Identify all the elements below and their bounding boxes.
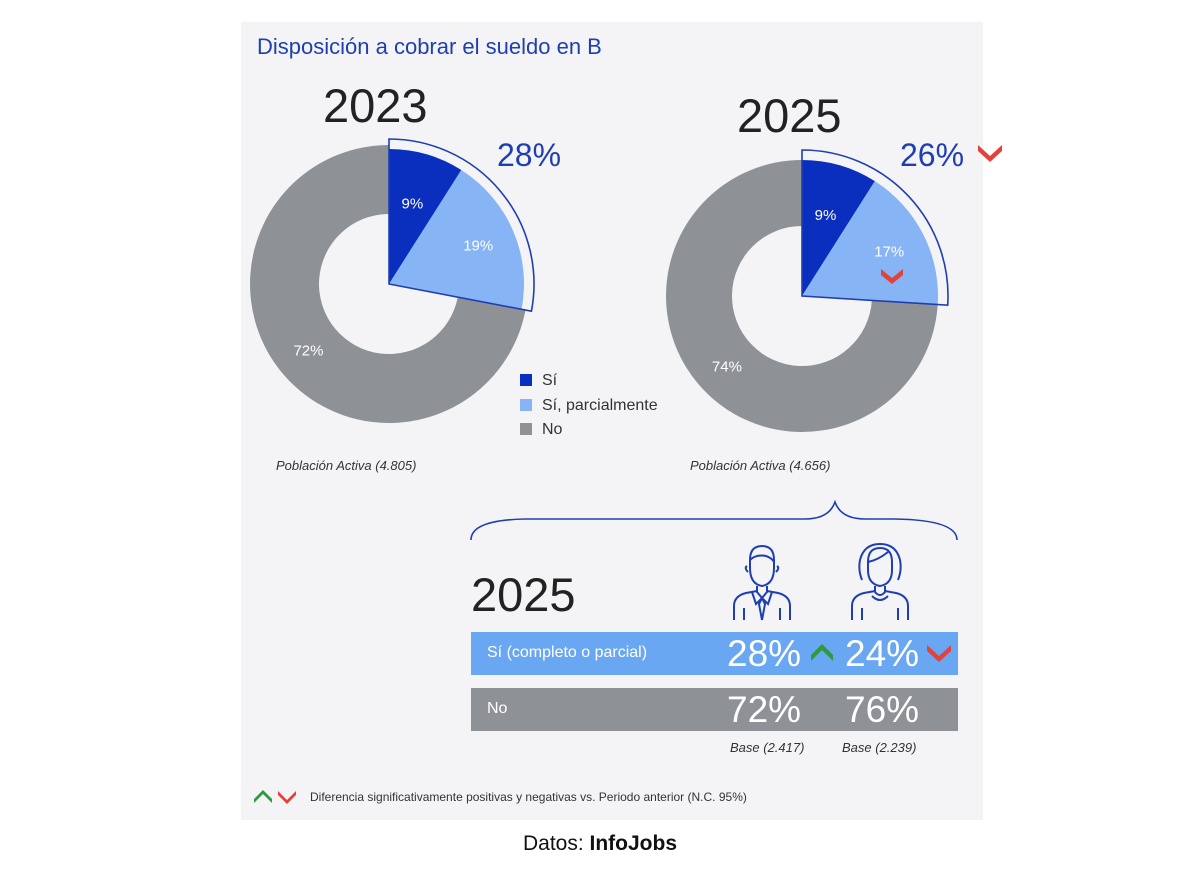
legend-item-si: Sí [520,372,557,390]
base-2023-caption: Población Activa (4.805) [276,458,417,473]
si-highlight-outline [388,138,535,313]
base-2025-caption: Población Activa (4.656) [690,458,831,473]
significance-note: Diferencia significativamente positivas … [310,790,747,804]
total-si-2023: 28% [497,137,562,173]
brace-connector [470,500,958,541]
slice-no [249,145,526,423]
legend-swatch [520,399,532,411]
value-women-si: 24% [845,633,920,674]
value-men-si: 28% [727,633,802,674]
man-icon [733,544,791,621]
legend-swatch [520,374,532,386]
source-name: InfoJobs [589,832,678,855]
slice-si [802,160,875,296]
slice-si-label: 9% [402,196,424,213]
down-arrow-icon [927,645,951,662]
slice-si [389,149,462,284]
legend-label: No [542,421,563,438]
slice-si-label: 9% [815,207,837,224]
source-prefix: Datos: [522,832,590,855]
slice-no-label: 72% [293,343,323,360]
base-men-caption: Base (2.417) [730,740,805,755]
legend-item-si-parcial: Sí, parcialmente [520,397,658,415]
value-women-no: 76% [845,689,920,730]
table-row-no: No 72% 76% [471,688,958,731]
row-label: No [487,700,508,717]
up-arrow-icon [254,790,272,803]
row-label: Sí (completo o parcial) [487,644,648,661]
slice-no-label: 74% [712,359,742,376]
year-2023-label: 2023 [323,79,428,132]
legend-label: Sí [542,372,558,389]
legend-item-no: No [520,421,562,439]
legend-label: Sí, parcialmente [542,397,658,414]
woman-icon [851,542,909,620]
down-arrow-icon [978,145,1002,162]
chart-title: Disposición a cobrar el sueldo en B [257,34,602,59]
down-arrow-icon [881,269,903,284]
year-2025-label: 2025 [737,89,842,142]
legend-swatch [520,423,532,435]
slice-si-parcial [389,170,524,310]
total-si-2025: 26% [900,137,965,173]
si-highlight-outline [801,149,949,307]
slice-no [666,160,938,433]
value-men-no: 72% [727,689,802,730]
slice-si-parcial-label: 17% [874,244,904,261]
base-women-caption: Base (2.239) [842,740,917,755]
table-row-si: Sí (completo o parcial) 28% 24% [471,632,958,675]
down-arrow-icon [278,791,296,804]
up-arrow-icon [811,644,833,661]
source-credit: Datos: InfoJobs [0,832,1200,856]
slice-si-parcial [802,181,938,305]
slice-si-parcial-label: 19% [463,237,493,254]
table-year-label: 2025 [471,568,576,621]
